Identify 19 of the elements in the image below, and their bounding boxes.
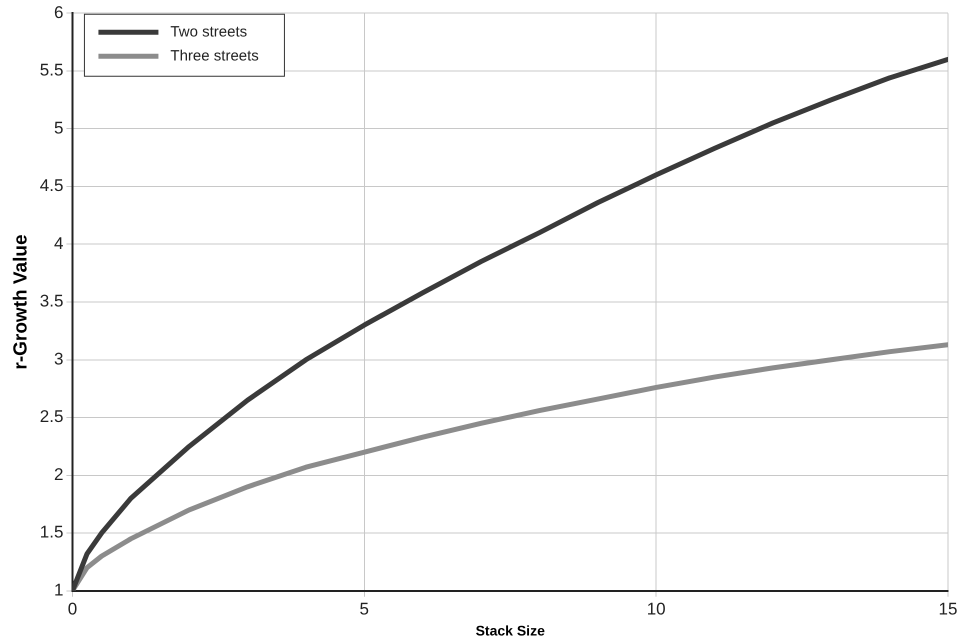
x-tick-label: 5 [360,600,370,619]
y-tick-label: 3 [54,349,64,368]
y-tick-label: 5.5 [40,60,64,80]
y-tick-label: 1 [54,580,64,600]
y-tick-label: 2 [54,464,64,484]
y-tick-label: 4.5 [40,176,64,196]
y-tick-label: 2.5 [40,407,64,426]
x-axis-title: Stack Size [476,622,546,638]
y-tick-label: 1.5 [40,522,64,542]
y-tick-label: 4 [54,234,64,253]
y-tick-label: 5 [54,118,64,138]
x-tick-label: 0 [68,600,78,619]
x-tick-label: 15 [938,600,958,619]
legend-label: Two streets [170,23,248,40]
y-axis-title: r-Growth Value [10,234,32,370]
x-tick-label: 10 [646,600,666,619]
y-tick-label: 3.5 [40,292,64,311]
y-tick-label: 6 [54,2,64,22]
legend-label: Three streets [170,47,259,64]
